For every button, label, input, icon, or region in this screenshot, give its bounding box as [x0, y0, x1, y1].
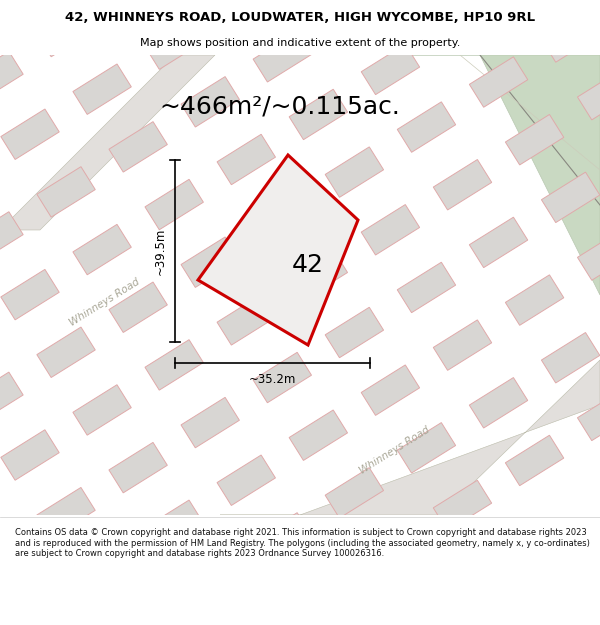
Polygon shape	[433, 159, 492, 210]
Polygon shape	[0, 372, 23, 423]
Polygon shape	[37, 6, 95, 57]
Polygon shape	[181, 237, 239, 288]
Polygon shape	[433, 480, 491, 531]
Polygon shape	[145, 179, 203, 230]
Polygon shape	[217, 0, 275, 24]
Polygon shape	[73, 545, 131, 596]
Text: Map shows position and indicative extent of the property.: Map shows position and indicative extent…	[140, 39, 460, 49]
Polygon shape	[505, 0, 564, 4]
Polygon shape	[198, 155, 358, 345]
Polygon shape	[1, 430, 59, 480]
Polygon shape	[397, 102, 455, 152]
Polygon shape	[37, 488, 95, 538]
Polygon shape	[577, 69, 600, 120]
Polygon shape	[109, 0, 167, 12]
Polygon shape	[0, 51, 23, 102]
Polygon shape	[361, 204, 419, 255]
Polygon shape	[0, 532, 23, 583]
Polygon shape	[325, 308, 383, 358]
Polygon shape	[37, 167, 95, 217]
Polygon shape	[325, 0, 383, 37]
Polygon shape	[0, 55, 215, 230]
Polygon shape	[73, 385, 131, 435]
Polygon shape	[397, 422, 455, 473]
Polygon shape	[577, 230, 600, 280]
Polygon shape	[289, 89, 347, 139]
Polygon shape	[541, 172, 600, 222]
Polygon shape	[181, 77, 239, 127]
Polygon shape	[505, 114, 564, 165]
Polygon shape	[361, 44, 419, 94]
Polygon shape	[109, 122, 167, 172]
Polygon shape	[433, 320, 491, 371]
Polygon shape	[325, 468, 383, 518]
Polygon shape	[145, 339, 203, 390]
Polygon shape	[469, 217, 528, 268]
Polygon shape	[0, 212, 23, 262]
Polygon shape	[181, 558, 239, 608]
Polygon shape	[73, 64, 131, 114]
Polygon shape	[145, 19, 203, 69]
Polygon shape	[361, 526, 419, 576]
Polygon shape	[541, 332, 600, 383]
Polygon shape	[109, 442, 167, 493]
Polygon shape	[145, 500, 203, 551]
Polygon shape	[397, 262, 455, 312]
Polygon shape	[289, 249, 347, 300]
Polygon shape	[469, 57, 528, 108]
Polygon shape	[217, 134, 275, 185]
Polygon shape	[253, 352, 311, 402]
Polygon shape	[469, 378, 528, 428]
Polygon shape	[181, 398, 239, 448]
Polygon shape	[361, 365, 419, 416]
Polygon shape	[577, 390, 600, 441]
Polygon shape	[37, 327, 95, 378]
Polygon shape	[73, 224, 131, 275]
Polygon shape	[109, 282, 167, 332]
Text: ~39.5m: ~39.5m	[154, 228, 167, 275]
Polygon shape	[325, 147, 383, 198]
Text: ~35.2m: ~35.2m	[249, 373, 296, 386]
Polygon shape	[1, 269, 59, 320]
Polygon shape	[410, 55, 600, 295]
Polygon shape	[505, 275, 564, 325]
Polygon shape	[505, 435, 564, 486]
Polygon shape	[217, 455, 275, 506]
Polygon shape	[220, 360, 600, 515]
Text: 42, WHINNEYS ROAD, LOUDWATER, HIGH WYCOMBE, HP10 9RL: 42, WHINNEYS ROAD, LOUDWATER, HIGH WYCOM…	[65, 11, 535, 24]
Text: Contains OS data © Crown copyright and database right 2021. This information is : Contains OS data © Crown copyright and d…	[15, 528, 590, 558]
Polygon shape	[253, 512, 311, 563]
Text: 42: 42	[292, 253, 324, 277]
Polygon shape	[541, 12, 600, 62]
Polygon shape	[217, 294, 275, 345]
Text: Whinneys Road: Whinneys Road	[68, 276, 142, 328]
Polygon shape	[253, 31, 311, 82]
Text: Whinneys Road: Whinneys Road	[358, 424, 432, 476]
Polygon shape	[433, 0, 492, 49]
Polygon shape	[253, 192, 311, 242]
Text: ~466m²/~0.115ac.: ~466m²/~0.115ac.	[160, 95, 400, 119]
Polygon shape	[1, 109, 59, 159]
Polygon shape	[289, 410, 347, 461]
